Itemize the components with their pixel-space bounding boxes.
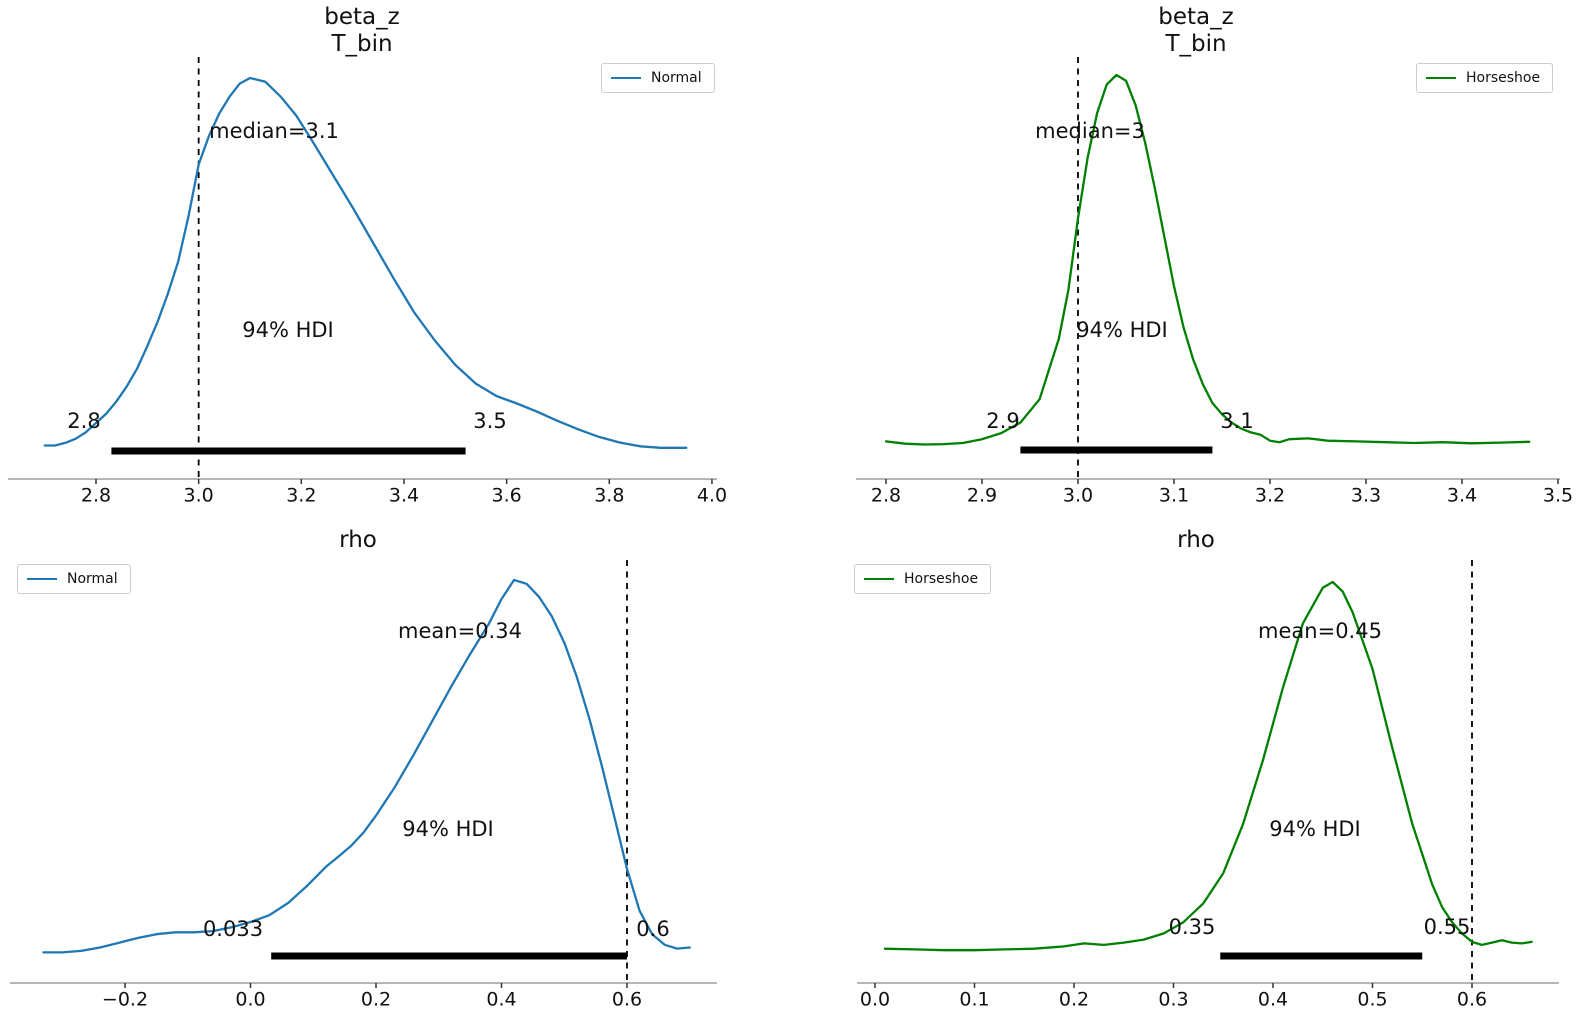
x-tick-label: 2.9 <box>967 485 997 507</box>
x-tick-label: 0.4 <box>486 989 516 1011</box>
x-tick-label: 0.0 <box>235 989 265 1011</box>
x-tick-label: 3.6 <box>492 485 522 507</box>
density-curve <box>883 580 1533 952</box>
x-tick-label: 3.0 <box>1063 485 1093 507</box>
legend: Horseshoe <box>854 564 992 594</box>
x-tick-label: 0.1 <box>959 989 989 1011</box>
legend-label: Horseshoe <box>904 571 979 587</box>
x-tick-label: 0.2 <box>1059 989 1089 1011</box>
x-tick-label: 3.4 <box>389 485 419 507</box>
kde-plot-beta-z-horseshoe: 2.8 2.9 3.0 3.1 3.2 3.3 3.4 3.5 <box>856 57 1573 507</box>
panel-beta-z-horseshoe: 2.8 2.9 3.0 3.1 3.2 3.3 3.4 3.5 beta_z T_bin Ho… <box>792 0 1583 510</box>
hdi-upper-value: 3.1 <box>1220 409 1254 433</box>
hdi-label: 94% HDI <box>1076 318 1168 342</box>
plot-title: rho <box>1177 527 1215 554</box>
density-curve <box>884 73 1531 446</box>
x-tick-label: 4.0 <box>697 485 727 507</box>
density-curve <box>43 76 688 449</box>
x-tick-label: 0.6 <box>612 989 642 1011</box>
title-line-1: rho <box>339 527 377 553</box>
hdi-lower-value: 0.033 <box>202 917 264 941</box>
legend-line-sample <box>611 77 641 79</box>
hdi-upper-value: 0.6 <box>636 917 670 941</box>
x-tick-label: 0.3 <box>1158 989 1188 1011</box>
legend-label: Normal <box>651 70 702 86</box>
plot-title: beta_z T_bin <box>1158 4 1233 58</box>
x-tick-label: 3.3 <box>1351 485 1381 507</box>
hdi-lower-value: 2.8 <box>67 409 101 433</box>
hdi-lower-value: 2.9 <box>986 409 1020 433</box>
density-curve <box>42 578 691 954</box>
panel-rho-horseshoe: 0.0 0.1 0.2 0.3 0.4 0.5 0.6 rho Horseshoe mean… <box>792 510 1583 1021</box>
legend: Horseshoe <box>1416 63 1554 93</box>
title-line-1: beta_z <box>324 4 400 30</box>
title-line-1: rho <box>1177 527 1215 553</box>
legend-line-sample <box>864 578 894 580</box>
x-tick-label: 2.8 <box>871 485 901 507</box>
x-tick-label: 3.8 <box>594 485 624 507</box>
title-line-2: T_bin <box>331 31 393 57</box>
title-line-1: beta_z <box>1158 4 1234 30</box>
legend-line-sample <box>27 578 57 580</box>
hdi-label: 94% HDI <box>1269 817 1361 841</box>
kde-plot-beta-z-normal: 2.8 3.0 3.2 3.4 3.6 3.8 4.0 <box>8 57 727 507</box>
x-tick-label: −0.2 <box>102 989 148 1011</box>
hdi-label: 94% HDI <box>402 817 494 841</box>
stat-annotation: mean=0.34 <box>398 619 522 643</box>
x-tick-label: 0.4 <box>1258 989 1288 1011</box>
panel-rho-normal: −0.2 0.0 0.2 0.4 0.6 rho Normal mean=0.34 94… <box>0 510 791 1021</box>
x-tick-label: 3.0 <box>184 485 214 507</box>
stat-annotation: median=3.1 <box>209 119 339 143</box>
kde-plot-rho-normal: −0.2 0.0 0.2 0.4 0.6 <box>10 560 717 1011</box>
plot-title: rho <box>339 527 377 554</box>
x-tick-label: 3.4 <box>1447 485 1477 507</box>
x-tick-label: 0.6 <box>1457 989 1487 1011</box>
legend-label: Normal <box>67 571 118 587</box>
x-tick-label: 3.2 <box>286 485 316 507</box>
legend-label: Horseshoe <box>1466 70 1541 86</box>
x-tick-label: 3.2 <box>1255 485 1285 507</box>
stat-annotation: median=3 <box>1035 119 1145 143</box>
stat-annotation: mean=0.45 <box>1258 619 1382 643</box>
x-tick-label: 2.8 <box>81 485 111 507</box>
hdi-lower-value: 0.35 <box>1168 915 1216 939</box>
title-line-2: T_bin <box>1165 31 1227 57</box>
x-tick-label: 0.2 <box>361 989 391 1011</box>
legend: Normal <box>601 63 715 93</box>
plot-title: beta_z T_bin <box>324 4 399 58</box>
hdi-label: 94% HDI <box>242 318 334 342</box>
legend: Normal <box>17 564 131 594</box>
x-tick-label: 3.1 <box>1159 485 1189 507</box>
panel-beta-z-normal: 2.8 3.0 3.2 3.4 3.6 3.8 4.0 beta_z T_bin Norma… <box>0 0 791 510</box>
x-tick-label: 3.5 <box>1543 485 1573 507</box>
legend-line-sample <box>1426 77 1456 79</box>
hdi-upper-value: 3.5 <box>473 409 507 433</box>
hdi-upper-value: 0.55 <box>1423 915 1471 939</box>
x-tick-label: 0.0 <box>860 989 890 1011</box>
x-tick-label: 0.5 <box>1357 989 1387 1011</box>
kde-plot-rho-horseshoe: 0.0 0.1 0.2 0.3 0.4 0.5 0.6 <box>857 560 1559 1011</box>
